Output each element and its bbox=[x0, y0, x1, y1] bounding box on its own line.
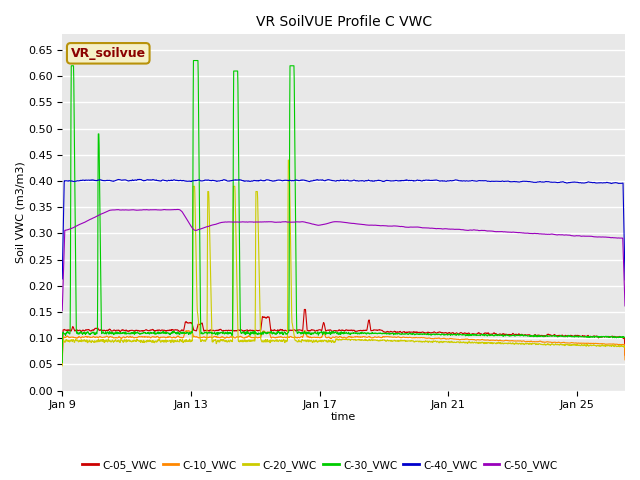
X-axis label: time: time bbox=[331, 412, 356, 422]
Legend: C-05_VWC, C-10_VWC, C-20_VWC, C-30_VWC, C-40_VWC, C-50_VWC: C-05_VWC, C-10_VWC, C-20_VWC, C-30_VWC, … bbox=[78, 456, 562, 475]
Title: VR SoilVUE Profile C VWC: VR SoilVUE Profile C VWC bbox=[255, 15, 432, 29]
Text: VR_soilvue: VR_soilvue bbox=[70, 47, 146, 60]
Y-axis label: Soil VWC (m3/m3): Soil VWC (m3/m3) bbox=[15, 162, 25, 264]
